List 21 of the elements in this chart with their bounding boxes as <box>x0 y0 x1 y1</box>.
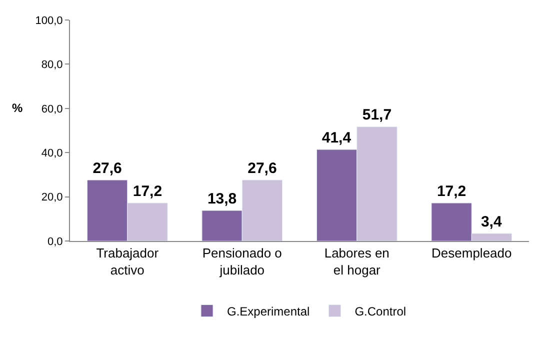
data-label: 17,2 <box>132 182 162 200</box>
data-label: 3,4 <box>480 213 502 230</box>
y-tick-label: 20,0 <box>41 192 63 204</box>
x-tick-label: Desempleado <box>432 246 512 261</box>
y-axis-title: % <box>12 101 23 115</box>
legend-label: G.Experimental <box>227 304 310 318</box>
data-label: 27,6 <box>92 160 122 177</box>
data-label: 27,6 <box>248 160 277 177</box>
data-label: 13,8 <box>207 190 237 208</box>
data-label: 41,4 <box>322 130 352 147</box>
y-tick-label: 80,0 <box>41 59 63 72</box>
x-tick-label: Labores en el hogar <box>324 246 390 278</box>
y-tick-label: 40,0 <box>41 147 63 160</box>
data-label: 17,2 <box>436 182 466 200</box>
x-tick-label: Trabajador activo <box>96 246 160 278</box>
legend-label: G.Control <box>354 304 406 318</box>
x-tick-label: Pensionado o jubilado <box>202 246 282 278</box>
y-tick-label: 100,0 <box>35 14 63 27</box>
y-tick-label: 60,0 <box>41 103 63 116</box>
data-label: 51,7 <box>362 106 392 124</box>
y-tick-label: 0,0 <box>48 236 63 248</box>
